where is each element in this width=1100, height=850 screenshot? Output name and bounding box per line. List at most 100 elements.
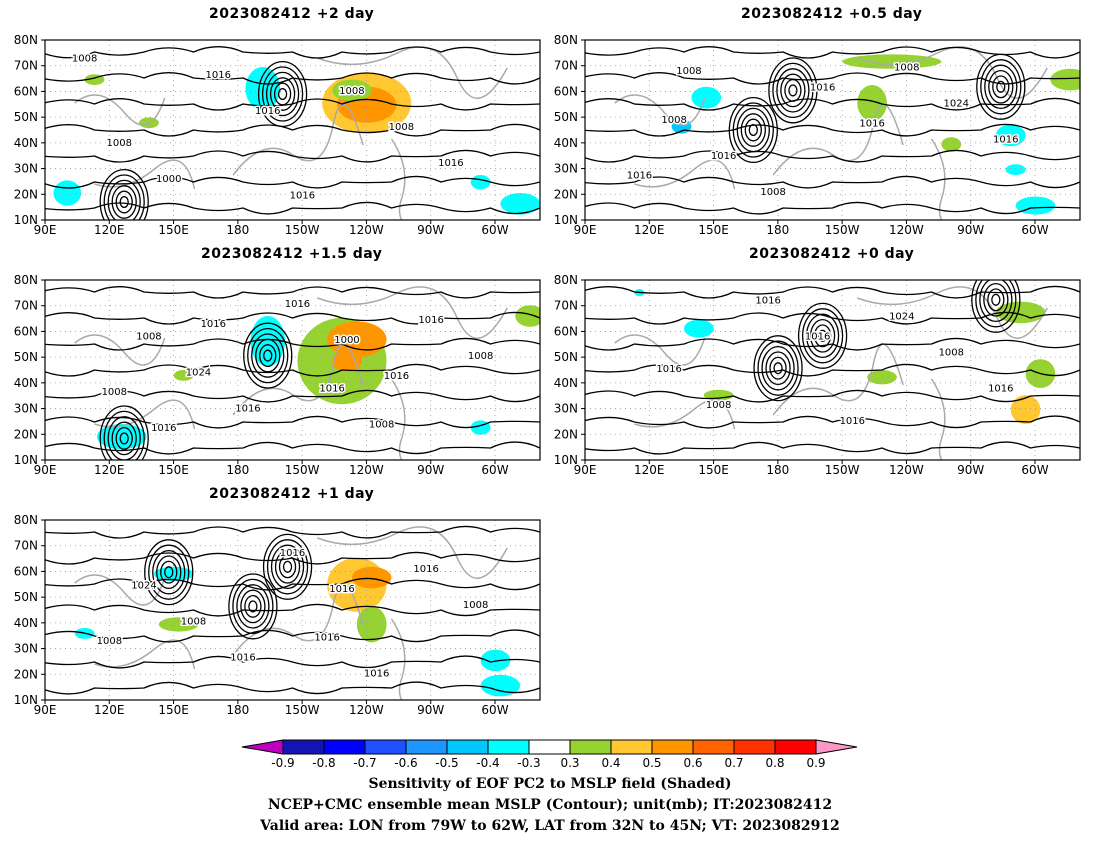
lon-tick-label: 90E [34, 223, 57, 237]
low-pressure-contour [282, 560, 293, 573]
sensitivity-patch [867, 370, 897, 385]
low-pressure-contour [784, 78, 802, 102]
colorbar-swatch [446, 739, 489, 755]
colorbar-swatch [364, 739, 407, 755]
low-pressure-contour [119, 432, 129, 445]
map-panel-p15: 1016 1016 1016 1000 1008 1016 1008 1016 1016 1024… [14, 273, 541, 477]
colorbar-label: -0.5 [435, 756, 458, 770]
caption-line-2: NCEP+CMC ensemble mean MSLP (Contour); u… [267, 797, 833, 813]
colorbar-arrow-left [241, 739, 284, 755]
coastline [74, 94, 166, 126]
colorbar-label: 0.4 [601, 756, 620, 770]
low-pressure-contour [244, 594, 262, 618]
lat-tick-label: 30N [14, 642, 38, 656]
lat-tick-label: 60N [554, 84, 578, 98]
low-pressure-contour [119, 195, 129, 209]
lon-tick-label: 90E [34, 463, 57, 477]
low-pressure-contour [988, 69, 1014, 104]
contour-label: 1016 [319, 384, 344, 395]
sensitivity-patch [1050, 68, 1080, 91]
contour-label: 1024 [944, 99, 969, 110]
lon-tick-label: 90W [417, 463, 444, 477]
lon-tick-label: 120E [94, 223, 125, 237]
low-pressure-contour [255, 338, 281, 373]
sensitivity-patch [480, 674, 521, 697]
lon-tick-label: 150W [825, 223, 860, 237]
isobar-contour [45, 201, 540, 215]
isobar-contour [45, 175, 540, 189]
lon-tick-label: 150E [698, 223, 729, 237]
contour-label: 1016 [755, 295, 780, 306]
colorbar-swatch [323, 739, 366, 755]
colorbar: -0.9 -0.8 -0.7 -0.6 -0.5 -0.4 -0.3 0.3 0.4 0.5 0.6… [241, 739, 858, 770]
contour-label: 1000 [334, 335, 359, 346]
lat-tick-label: 80N [14, 33, 38, 47]
lat-tick-label: 40N [14, 376, 38, 390]
contour-label: 1016 [438, 158, 463, 169]
sensitivity-patch [158, 617, 199, 632]
lon-tick-label: 60W [481, 703, 508, 717]
low-pressure-contour [761, 345, 795, 391]
contour-label: 1008 [181, 616, 206, 627]
low-pressure-contour [797, 302, 848, 369]
isobar-contour [45, 441, 540, 455]
contour-label: 1008 [468, 351, 493, 362]
lat-tick-label: 50N [14, 350, 38, 364]
low-pressure-contour [273, 82, 292, 106]
isobar-contour [45, 389, 540, 403]
contour-label: 1000 [156, 174, 181, 185]
colorbar-label: 0.3 [560, 756, 579, 770]
low-pressure-contour [103, 174, 145, 220]
coastline [634, 159, 736, 190]
isobar-contour [585, 285, 1080, 299]
low-pressure-contour [788, 84, 798, 97]
contour-label: 1016 [413, 564, 438, 575]
caption-line-1: Sensitivity of EOF PC2 to MSLP field (Sh… [368, 776, 732, 792]
coastline [772, 103, 904, 176]
contour-label: 1016 [255, 106, 280, 117]
low-pressure-contour [262, 533, 313, 600]
panel-title-plus0: 2023082412 +0 day [749, 246, 915, 262]
contour-label: 1016 [206, 70, 231, 81]
lon-tick-label: 150W [825, 463, 860, 477]
isobar-contour [585, 415, 1080, 429]
low-pressure-contour [99, 405, 149, 460]
low-pressure-contour [768, 57, 818, 124]
lon-tick-label: 120W [889, 223, 924, 237]
isobar-contour [45, 363, 540, 377]
map-panel-p2: 1008 1016 1016 1016 1008 1000 1008 1008 1016 80N 7… [14, 33, 541, 237]
sensitivity-patch [327, 321, 387, 358]
low-pressure-contour [772, 62, 814, 119]
contour-label: 1016 [280, 548, 305, 559]
lat-tick-label: 10N [14, 453, 38, 467]
colorbar-arrow-right [815, 739, 858, 755]
low-pressure-contour [992, 75, 1010, 99]
colorbar-label: -0.9 [271, 756, 294, 770]
contour-label: 1016 [418, 315, 443, 326]
lat-tick-label: 50N [14, 110, 38, 124]
low-pressure-contour [261, 66, 304, 122]
colorbar-label: -0.6 [394, 756, 417, 770]
low-pressure-contour [263, 349, 273, 362]
sensitivity-patch [857, 85, 887, 121]
colorbar-swatch [733, 739, 776, 755]
contour-label: 1016 [859, 118, 884, 129]
lon-tick-label: 150E [158, 223, 189, 237]
low-pressure-contour [732, 102, 774, 158]
lon-tick-label: 90W [957, 463, 984, 477]
colorbar-label: -0.3 [517, 756, 540, 770]
lon-tick-label: 180 [226, 703, 249, 717]
isobar-contour [45, 46, 540, 59]
isobar-contour [585, 389, 1080, 403]
lon-tick-label: 150E [158, 463, 189, 477]
lat-tick-label: 30N [14, 402, 38, 416]
panel-title-plus0p5: 2023082412 +0.5 day [741, 6, 923, 22]
isobar-contour [585, 201, 1080, 215]
low-pressure-contour [107, 179, 141, 220]
contour-label: 1024 [131, 580, 156, 591]
lon-tick-label: 180 [226, 223, 249, 237]
lon-tick-label: 120E [634, 223, 665, 237]
low-pressure-contour [243, 322, 293, 389]
contour-label: 1016 [988, 384, 1013, 395]
colorbar-label: 0.7 [724, 756, 743, 770]
